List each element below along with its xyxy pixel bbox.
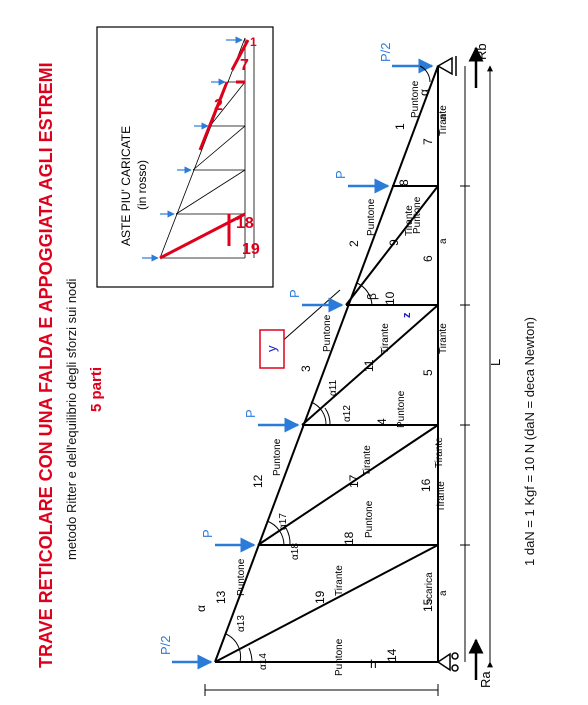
- member-type-2: Puntone: [272, 438, 283, 476]
- load-label-p-4: P: [333, 170, 348, 179]
- member-type-15: a: [438, 238, 449, 244]
- member-number-9: 9: [387, 239, 401, 246]
- member-number-2: 2: [347, 240, 361, 247]
- parts-label: 5 parti: [88, 366, 105, 412]
- top-chord: [214, 65, 439, 663]
- angle-a11: α11: [328, 379, 339, 396]
- dist-label-a-1: a: [438, 590, 449, 596]
- member-number-13: 13: [214, 590, 228, 604]
- height-label-h: h: [370, 657, 377, 671]
- inset-subtitle: (in rosso): [135, 160, 149, 210]
- member-type-17: scarica: [424, 572, 435, 604]
- member-17: [257, 424, 439, 546]
- member-type-14: Tirante: [438, 105, 449, 136]
- member-number-11: 11: [362, 359, 376, 372]
- load-arrows: [172, 58, 434, 670]
- angle-a18: α18: [290, 543, 301, 560]
- y-label-box: [259, 329, 285, 369]
- z-label: z: [401, 312, 413, 318]
- member-11: [301, 304, 439, 426]
- member-number-6: 6: [421, 255, 435, 262]
- span-label-l: L: [488, 359, 503, 366]
- member-type-5: Tirante: [434, 437, 445, 468]
- member-type-12: Puntone: [412, 196, 423, 234]
- member-number-14: 14: [385, 648, 399, 662]
- member-type-13: Puntone: [410, 80, 421, 118]
- member-type-10: Puntone: [366, 198, 377, 236]
- page-title: TRAVE RETICOLARE CON UNA FALDA E APPOGGI…: [36, 62, 56, 668]
- member-number-17: 17: [347, 474, 361, 488]
- member-type-tirante-16b: Tirante: [436, 481, 447, 512]
- angle-a12: α12: [342, 405, 353, 422]
- angle-a13: α13: [236, 615, 247, 632]
- load-label-p-3: P: [287, 289, 302, 298]
- method-subtitle: metodo Ritter e dell'equilibrio degli sf…: [64, 278, 79, 560]
- angle-alpha-left: α: [194, 605, 208, 612]
- load-label-p-half-right: P/2: [378, 42, 393, 62]
- member-type-6: Puntone: [322, 314, 333, 352]
- angle-arcs: [225, 65, 431, 663]
- inset-number-1: 1: [250, 35, 257, 49]
- inset-number-2: 2: [214, 97, 223, 114]
- member-number-3: 3: [299, 365, 313, 372]
- load-label-p-2: P: [243, 409, 258, 418]
- member-number-7: 7: [421, 138, 435, 145]
- member-number-4: 4: [375, 418, 389, 425]
- angle-beta: β: [365, 293, 379, 300]
- angle-a17: α17: [278, 513, 289, 530]
- member-type-0: Puntone: [236, 558, 247, 596]
- inset-number-19: 19: [242, 241, 260, 258]
- load-label-p-1: P: [200, 529, 215, 538]
- member-number-15: 15: [421, 598, 435, 612]
- inset-number-18: 18: [236, 215, 254, 232]
- member-type-9: Tirante: [438, 323, 449, 354]
- angle-a14: α14: [258, 653, 269, 670]
- member-number-19: 19: [313, 590, 327, 604]
- member-number-12: 12: [251, 474, 265, 488]
- member-number-10: 10: [383, 291, 397, 305]
- units-note: 1 daN = 1 Kgf = 10 N (daN = deca Newton): [522, 317, 537, 566]
- inset-truss: [159, 37, 255, 259]
- support-left: [436, 652, 459, 672]
- member-number-5: 5: [421, 369, 435, 376]
- member-type-1: Tirante: [334, 565, 345, 596]
- inset-title: ASTE PIU' CARICATE: [119, 126, 133, 246]
- member-number-18: 18: [342, 531, 356, 545]
- member-type-16: a: [438, 114, 449, 120]
- reaction-ra-label: Ra: [478, 671, 493, 688]
- support-right: [436, 56, 457, 76]
- inset-load-arrows: [142, 36, 243, 262]
- member-type-7: Tirante: [380, 323, 391, 354]
- member-type-8: Puntone: [396, 390, 407, 428]
- member-type-11: Tirante: [404, 205, 415, 236]
- inset-number-7: 7: [240, 57, 249, 74]
- load-label-p-half-left: P/2: [158, 635, 173, 655]
- member-type-18: Puntone: [334, 638, 345, 676]
- member-19: [214, 544, 439, 663]
- member-number-8: 8: [397, 179, 411, 186]
- member-number-16: 16: [419, 478, 433, 492]
- member-type-3: Tirante: [362, 445, 373, 476]
- angle-alpha-right: α: [417, 89, 431, 96]
- member-type-4: Puntone: [364, 500, 375, 538]
- reaction-rb-label: Rb: [474, 43, 489, 60]
- member-number-1: 1: [393, 123, 407, 130]
- y-label: y: [264, 345, 279, 352]
- inset-red-members: [159, 39, 250, 260]
